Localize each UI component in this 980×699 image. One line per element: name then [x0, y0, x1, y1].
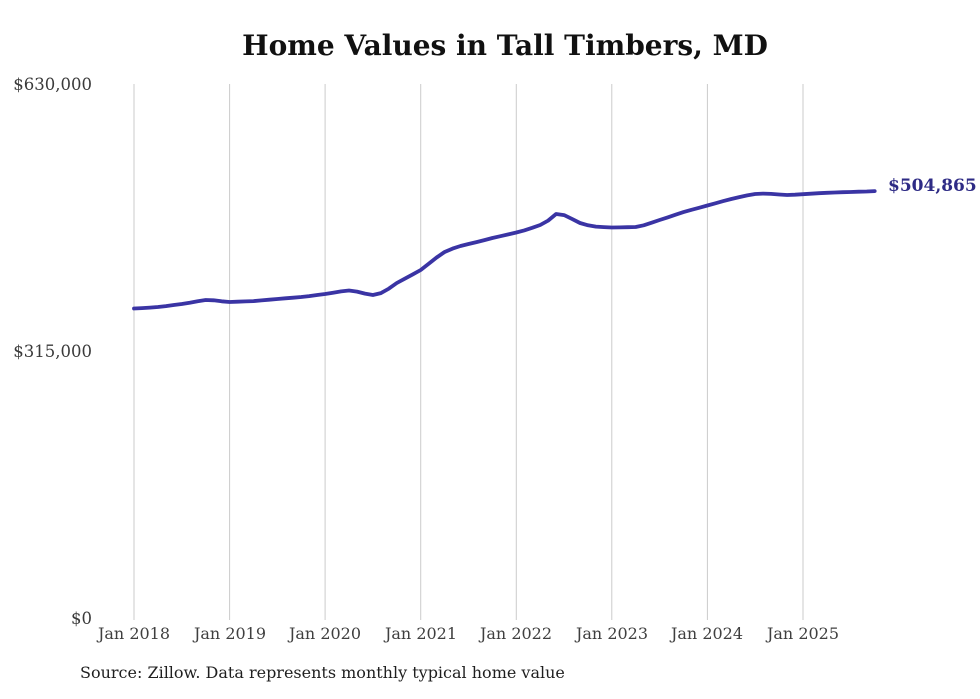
x-tick-label-jan-2018: Jan 2018 [97, 624, 171, 643]
y-tick-label-315000: $315,000 [13, 342, 92, 361]
y-tick-label-0: $0 [71, 609, 92, 628]
x-tick-label-jan-2024: Jan 2024 [670, 624, 744, 643]
x-tick-label-jan-2021: Jan 2021 [384, 624, 458, 643]
x-tick-label-jan-2023: Jan 2023 [575, 624, 649, 643]
end-value-label: $504,865 [888, 176, 977, 196]
x-tick-label-jan-2022: Jan 2022 [479, 624, 553, 643]
x-tick-label-jan-2020: Jan 2020 [288, 624, 362, 643]
source-note: Source: Zillow. Data represents monthly … [80, 663, 565, 682]
home-value-line [132, 189, 877, 311]
chart-title: Home Values in Tall Timbers, MD [242, 29, 768, 62]
y-tick-label-630000: $630,000 [13, 75, 92, 94]
x-tick-label-jan-2019: Jan 2019 [193, 624, 267, 643]
x-tick-label-jan-2025: Jan 2025 [766, 624, 840, 643]
